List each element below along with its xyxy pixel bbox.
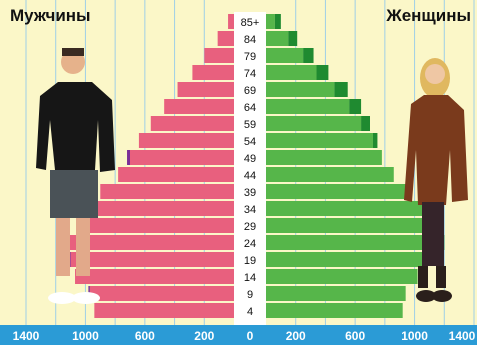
title-female: Женщины bbox=[386, 6, 471, 25]
female-bar bbox=[266, 133, 373, 148]
female-bar bbox=[266, 235, 440, 250]
age-label: 69 bbox=[244, 85, 256, 97]
female-figure bbox=[404, 58, 468, 302]
age-label: 64 bbox=[244, 102, 256, 114]
male-bar bbox=[66, 235, 234, 250]
x-tick-label: 1000 bbox=[72, 329, 99, 343]
male-bar bbox=[89, 286, 234, 301]
female-bar bbox=[266, 218, 436, 233]
x-tick-label: 600 bbox=[134, 329, 155, 343]
x-tick-label: 1000 bbox=[401, 329, 428, 343]
age-label: 49 bbox=[244, 153, 256, 165]
age-label: 24 bbox=[244, 238, 256, 250]
x-axis-band bbox=[0, 325, 477, 345]
male-bar bbox=[228, 14, 234, 29]
age-label: 79 bbox=[244, 51, 256, 63]
age-label: 74 bbox=[244, 68, 256, 80]
female-bar bbox=[266, 48, 304, 63]
age-label: 34 bbox=[244, 204, 256, 216]
female-excess-bar bbox=[288, 31, 298, 46]
female-excess-bar bbox=[334, 82, 348, 97]
male-bar bbox=[100, 184, 235, 199]
age-label: 59 bbox=[244, 119, 256, 131]
female-excess-bar bbox=[349, 99, 362, 114]
x-tick-label: 1400 bbox=[448, 329, 476, 343]
female-bar bbox=[266, 116, 362, 131]
female-bar bbox=[266, 14, 275, 29]
female-excess-bar bbox=[316, 65, 329, 80]
age-label: 14 bbox=[244, 272, 256, 284]
male-bar bbox=[150, 116, 234, 131]
age-label: 85+ bbox=[241, 17, 260, 29]
x-tick-label: 600 bbox=[345, 329, 366, 343]
female-bar bbox=[266, 150, 382, 165]
female-excess-bar bbox=[303, 48, 314, 63]
male-bar bbox=[70, 252, 234, 267]
male-bar bbox=[94, 303, 234, 318]
male-figure bbox=[36, 48, 115, 304]
female-bar bbox=[266, 286, 406, 301]
female-bar bbox=[266, 31, 289, 46]
male-bar bbox=[204, 48, 234, 63]
x-tick-label: 200 bbox=[285, 329, 306, 343]
female-bar bbox=[266, 201, 427, 216]
age-label: 39 bbox=[244, 187, 256, 199]
female-excess-bar bbox=[372, 133, 378, 148]
x-tick-label: 1400 bbox=[12, 329, 40, 343]
age-label: 9 bbox=[247, 289, 253, 301]
male-bar bbox=[177, 82, 234, 97]
age-column bbox=[234, 12, 266, 325]
x-tick-label: 0 bbox=[246, 329, 254, 343]
female-bar bbox=[266, 167, 394, 182]
female-bar bbox=[266, 252, 424, 267]
age-label: 44 bbox=[244, 170, 256, 182]
age-label: 54 bbox=[244, 136, 256, 148]
male-bar bbox=[192, 65, 234, 80]
title-male: Мужчины bbox=[10, 6, 91, 25]
age-label: 19 bbox=[244, 255, 256, 267]
female-bar bbox=[266, 184, 412, 199]
female-excess-bar bbox=[274, 14, 281, 29]
male-excess-bar bbox=[127, 150, 130, 165]
male-bar bbox=[138, 133, 234, 148]
male-bar bbox=[83, 201, 234, 216]
age-label: 84 bbox=[244, 34, 256, 46]
x-tick-label: 200 bbox=[194, 329, 215, 343]
female-bar bbox=[266, 82, 335, 97]
male-bar bbox=[118, 167, 234, 182]
age-label: 4 bbox=[247, 306, 253, 318]
male-bar bbox=[217, 31, 234, 46]
male-bar bbox=[75, 269, 235, 284]
female-bar bbox=[266, 65, 317, 80]
male-bar bbox=[76, 218, 234, 233]
male-bar bbox=[130, 150, 234, 165]
male-bar bbox=[164, 99, 234, 114]
female-bar bbox=[266, 303, 403, 318]
female-excess-bar bbox=[361, 116, 370, 131]
female-bar bbox=[266, 269, 418, 284]
age-label: 29 bbox=[244, 221, 256, 233]
female-bar bbox=[266, 99, 350, 114]
